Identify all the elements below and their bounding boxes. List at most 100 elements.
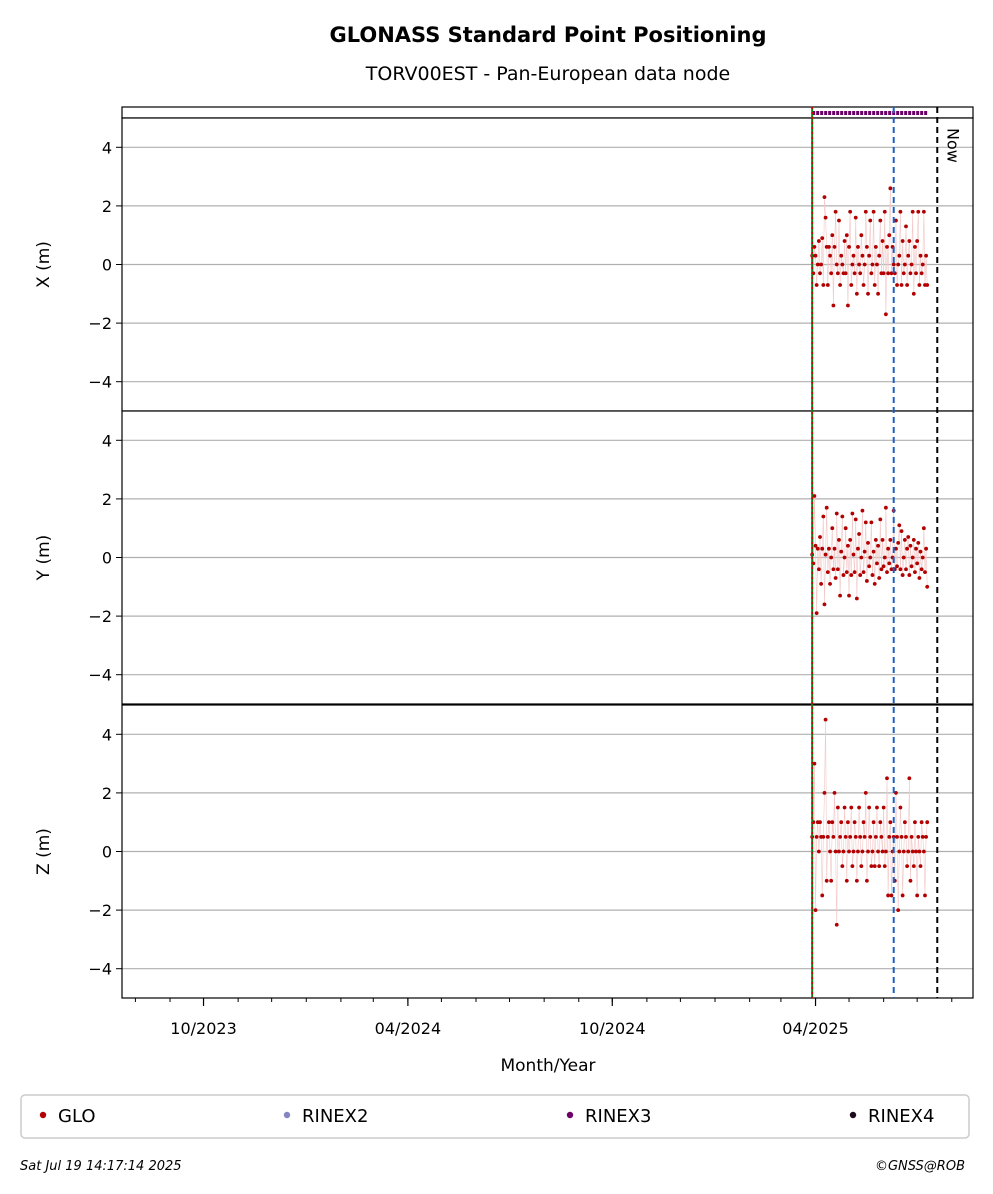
data-point xyxy=(889,893,894,898)
panel-0-ylabel: X (m) xyxy=(34,241,54,288)
data-point xyxy=(848,834,853,839)
data-point xyxy=(847,849,851,854)
data-point xyxy=(814,834,819,839)
data-point xyxy=(880,239,885,243)
data-point xyxy=(854,878,859,883)
data-point xyxy=(901,849,906,854)
data-point xyxy=(843,271,848,276)
data-point xyxy=(846,820,850,825)
data-point xyxy=(834,262,839,267)
data-point xyxy=(852,820,857,825)
data-point xyxy=(905,546,910,551)
legend: GLO RINEX2 RINEX3 RINEX4 xyxy=(39,1106,934,1127)
data-point xyxy=(895,834,899,839)
data-point xyxy=(913,820,917,825)
data-point xyxy=(860,508,865,513)
data-point xyxy=(825,570,830,575)
data-point xyxy=(883,312,888,317)
data-point xyxy=(822,602,827,607)
data-point xyxy=(813,253,818,258)
data-point xyxy=(860,849,865,854)
data-point xyxy=(850,262,855,267)
data-point xyxy=(898,567,903,572)
data-point xyxy=(923,893,927,898)
data-point xyxy=(812,245,817,249)
data-point xyxy=(843,526,848,531)
data-point xyxy=(917,283,922,287)
data-point xyxy=(856,245,860,249)
panel-0-ytick-label: −2 xyxy=(88,314,112,333)
data-point xyxy=(886,546,891,551)
data-point xyxy=(842,555,847,560)
data-point xyxy=(896,908,901,912)
data-point xyxy=(915,893,920,898)
data-point xyxy=(832,546,837,551)
data-point xyxy=(886,271,891,276)
data-point xyxy=(899,283,904,287)
data-point xyxy=(870,573,875,577)
data-point xyxy=(913,570,917,575)
data-point xyxy=(920,555,925,560)
data-point xyxy=(853,834,858,839)
data-point xyxy=(882,209,887,214)
data-point xyxy=(907,239,912,243)
data-point xyxy=(865,878,869,883)
data-point xyxy=(875,805,879,810)
data-point xyxy=(829,555,834,560)
data-point xyxy=(839,253,844,258)
data-point xyxy=(888,538,893,542)
data-point xyxy=(866,849,870,854)
legend-marker-rinex4 xyxy=(849,1111,857,1119)
data-point xyxy=(828,581,832,586)
data-point xyxy=(821,283,826,287)
data-point xyxy=(869,520,874,525)
data-point xyxy=(832,791,837,795)
data-point xyxy=(899,834,904,839)
data-point xyxy=(850,511,855,516)
data-point xyxy=(876,291,880,296)
data-point xyxy=(879,834,884,839)
data-point xyxy=(829,878,834,883)
data-point xyxy=(842,805,847,810)
data-point xyxy=(841,849,846,854)
data-point xyxy=(916,540,921,545)
data-point xyxy=(906,849,911,854)
data-point xyxy=(901,555,906,560)
data-point xyxy=(898,209,903,214)
data-point xyxy=(866,540,870,545)
data-point xyxy=(863,209,868,214)
data-point xyxy=(843,834,848,839)
data-point xyxy=(861,570,866,575)
data-point xyxy=(847,245,851,249)
data-point xyxy=(871,209,876,214)
data-point xyxy=(881,271,886,276)
data-point xyxy=(819,581,824,586)
data-point xyxy=(913,245,917,249)
data-point xyxy=(815,262,820,267)
panel-1-ylabel: Y (m) xyxy=(34,535,54,582)
legend-label-rinex4: RINEX4 xyxy=(868,1106,934,1127)
data-point xyxy=(844,878,849,883)
x-axis-label: Month/Year xyxy=(500,1056,595,1076)
data-point xyxy=(842,239,847,243)
x-tick-label: 04/2025 xyxy=(782,1019,848,1038)
data-point xyxy=(840,514,845,519)
data-point xyxy=(848,538,853,542)
data-point xyxy=(875,262,879,267)
data-point xyxy=(902,262,907,267)
data-point xyxy=(925,283,930,287)
legend-marker-rinex3 xyxy=(566,1111,574,1119)
data-point xyxy=(887,834,892,839)
data-point xyxy=(858,271,863,276)
data-point xyxy=(821,514,826,519)
data-point xyxy=(895,283,899,287)
data-point xyxy=(818,535,822,539)
data-point xyxy=(915,239,920,243)
data-point xyxy=(883,505,888,510)
data-point xyxy=(834,922,839,927)
panel-2-frame xyxy=(121,704,974,999)
data-point xyxy=(910,849,915,854)
data-point xyxy=(815,546,820,551)
data-point xyxy=(823,717,828,722)
